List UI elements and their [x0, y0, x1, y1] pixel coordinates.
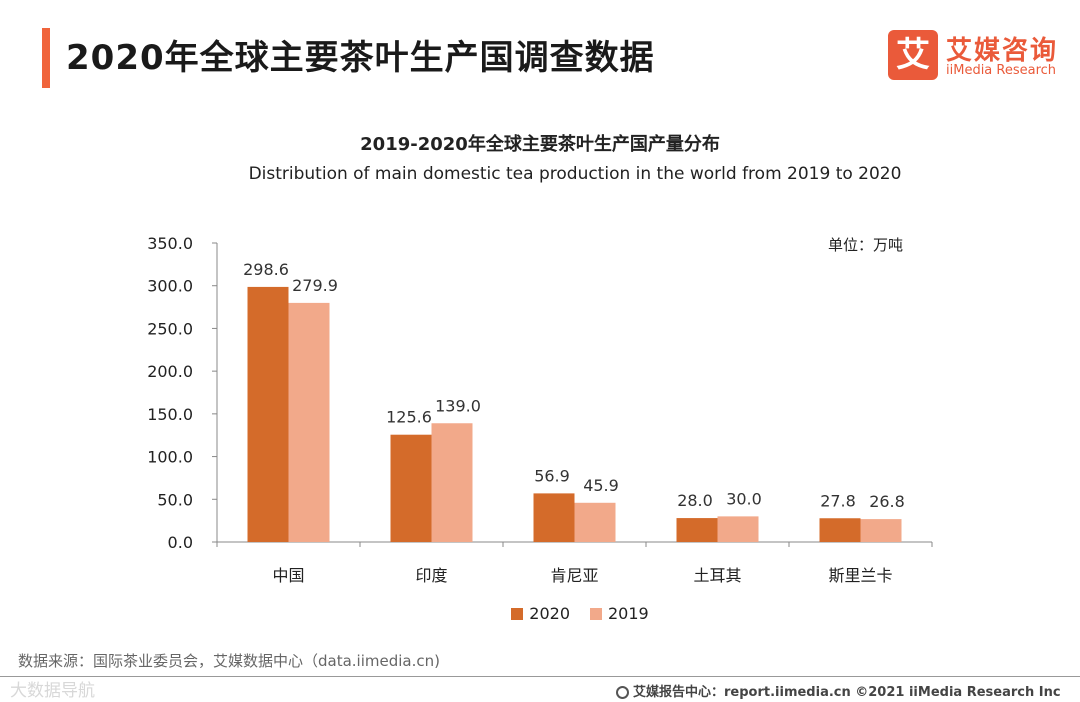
- y-tick-label: 300.0: [147, 277, 193, 296]
- brand-logo-icon: 艾: [888, 30, 938, 80]
- bar-2020: [676, 518, 718, 542]
- bar-2019: [288, 302, 330, 542]
- legend-swatch-2020: [511, 607, 524, 620]
- data-label: 139.0: [435, 396, 481, 415]
- bar-2019: [431, 423, 473, 542]
- data-label: 26.8: [869, 492, 905, 511]
- bar-2019: [574, 502, 616, 542]
- data-label: 56.9: [534, 466, 570, 485]
- y-tick-label: 350.0: [147, 234, 193, 253]
- chart-title: 2019-2020年全球主要茶叶生产国产量分布: [360, 134, 720, 155]
- y-tick-label: 150.0: [147, 405, 193, 424]
- legend-item-2019: 2019: [590, 604, 649, 623]
- bar-2020: [819, 518, 861, 542]
- footer-divider: [0, 676, 1080, 677]
- y-tick-label: 50.0: [157, 490, 193, 509]
- chart-subtitle: Distribution of main domestic tea produc…: [248, 164, 902, 184]
- legend-item-2020: 2020: [511, 604, 570, 623]
- x-category-label: 肯尼亚: [550, 566, 598, 585]
- bar-2020: [533, 493, 575, 542]
- bar-2020: [247, 286, 289, 542]
- legend-swatch-2019: [590, 607, 602, 620]
- bar-2019: [717, 516, 759, 542]
- watermark: 大数据导航: [10, 681, 95, 701]
- brand-name-en: iiMedia Research: [946, 63, 1057, 78]
- title-accent-bar: [42, 28, 50, 88]
- y-tick-label: 200.0: [147, 362, 193, 381]
- legend-label-2020: 2020: [529, 604, 570, 623]
- bar-2019: [860, 519, 902, 542]
- data-label: 125.6: [386, 408, 432, 427]
- x-category-label: 斯里兰卡: [828, 566, 892, 585]
- x-category-label: 土耳其: [693, 566, 741, 585]
- data-label: 45.9: [583, 476, 619, 495]
- data-label: 27.8: [820, 491, 856, 510]
- y-tick-label: 0.0: [168, 533, 193, 552]
- data-label: 279.9: [292, 276, 338, 295]
- chart-legend: 2020 2019: [0, 604, 1080, 623]
- brand-name-cn: 艾媒咨询: [946, 36, 1059, 66]
- y-tick-label: 100.0: [147, 448, 193, 467]
- data-label: 298.6: [243, 260, 289, 279]
- footer-report: 艾媒报告中心：report.iimedia.cn ©2021 iiMedia R…: [616, 681, 1061, 700]
- page-title: 2020年全球主要茶叶生产国调查数据: [66, 38, 655, 78]
- bar-2020: [390, 434, 432, 542]
- x-category-label: 印度: [415, 566, 447, 585]
- unit-label: 单位：万吨: [828, 236, 904, 254]
- legend-label-2019: 2019: [608, 604, 649, 623]
- data-source: 数据来源：国际茶业委员会，艾媒数据中心（data.iimedia.cn): [18, 652, 440, 670]
- globe-icon: [616, 686, 629, 699]
- x-category-label: 中国: [272, 566, 304, 585]
- data-label: 30.0: [726, 489, 762, 508]
- footer-report-text: 艾媒报告中心：report.iimedia.cn ©2021 iiMedia R…: [633, 685, 1061, 700]
- data-label: 28.0: [677, 491, 713, 510]
- y-tick-label: 250.0: [147, 319, 193, 338]
